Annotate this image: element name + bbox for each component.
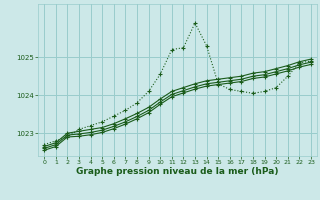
X-axis label: Graphe pression niveau de la mer (hPa): Graphe pression niveau de la mer (hPa): [76, 167, 279, 176]
